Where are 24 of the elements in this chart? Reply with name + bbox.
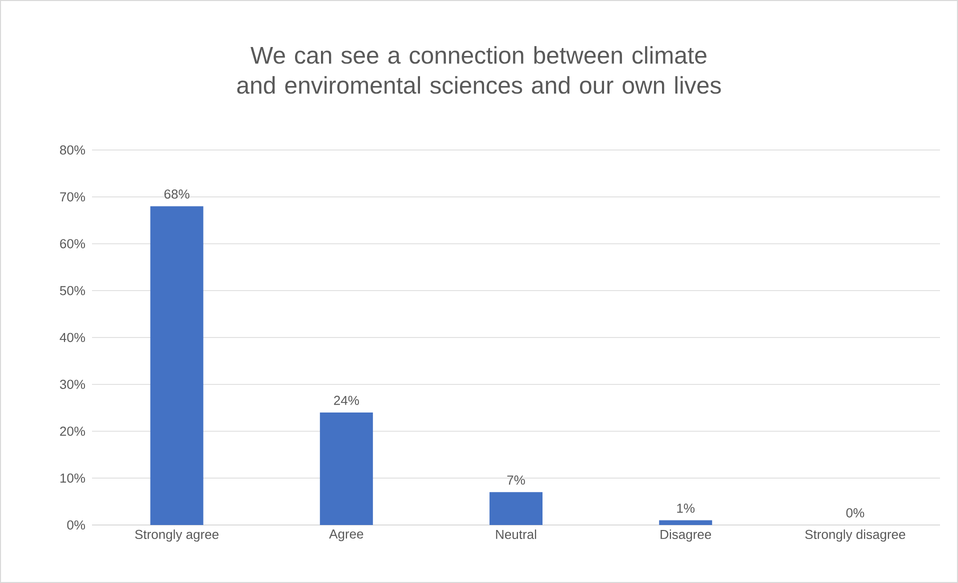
x-tick-label: Strongly agree — [135, 530, 218, 542]
bar — [320, 412, 373, 525]
x-tick-label: Neutral — [496, 530, 536, 540]
y-tick-label: 30% — [60, 380, 86, 389]
y-tick-label: 40% — [60, 332, 86, 342]
x-tick-label: Disagree — [660, 530, 712, 542]
y-tick-label: 50% — [60, 286, 86, 296]
x-tick-label: Agree — [329, 530, 364, 542]
y-tick-label: 60% — [60, 239, 86, 248]
bar — [150, 206, 204, 525]
bar — [659, 520, 712, 525]
data-label: 24% — [334, 396, 359, 405]
y-tick-label: 0% — [67, 520, 86, 530]
x-tick-label: Strongly disagree — [805, 530, 906, 542]
data-label: 7% — [507, 476, 525, 485]
data-label: 1% — [677, 504, 695, 513]
y-tick-label: 20% — [60, 426, 86, 436]
data-label: 0% — [846, 508, 864, 518]
y-tick-label: 70% — [60, 192, 86, 202]
chart-title: We can see a connection between climate and enviromental sciences and our own lives — [237, 46, 721, 94]
y-tick-label: 80% — [60, 145, 86, 155]
y-tick-label: 10% — [60, 474, 86, 483]
data-label: 68% — [164, 190, 190, 199]
bar — [490, 492, 543, 525]
